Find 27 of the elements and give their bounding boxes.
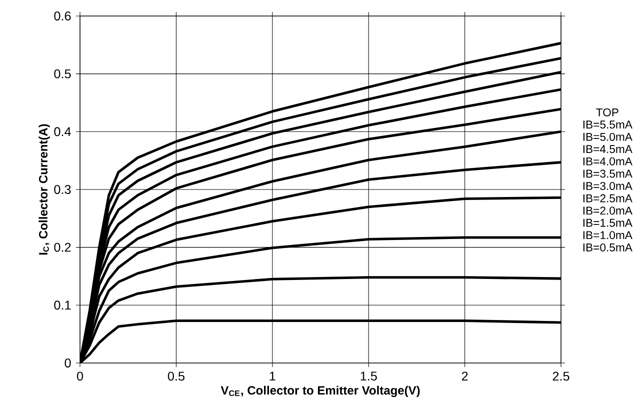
y-tick-label: 0.4	[54, 127, 71, 136]
y-tick-label: 0	[64, 358, 71, 368]
y-tick-label: 0.5	[54, 69, 71, 78]
y-axis-title: I$_{C}$, Collector Current(A)	[38, 124, 50, 255]
legend-label: IB=5.5mA	[583, 120, 632, 129]
y-tick-label: 0.2	[54, 242, 71, 252]
text: IB=1.0mA	[583, 231, 632, 240]
text: IB=2.0mA	[583, 206, 632, 215]
x-tick-label: 0.5	[168, 372, 184, 381]
text: IB=1.5mA	[583, 218, 632, 227]
y-tick-label: 0.3	[54, 185, 71, 194]
legend-title: TOP	[596, 108, 618, 116]
text: IB=2.5mA	[583, 194, 632, 202]
text: IB=3.5mA	[583, 170, 632, 178]
text: IB=4.0mA	[583, 157, 632, 166]
x-tick-label: 2	[462, 372, 468, 381]
legend-label: IB=3.0mA	[583, 182, 632, 190]
legend-label: IB=0.5mA	[583, 243, 632, 252]
text: IB=4.5mA	[583, 145, 632, 154]
x-axis-title: V$_{CE}$, Collector to Emitter Voltage(V)	[220, 386, 420, 398]
x-tick-label: 1.5	[360, 372, 377, 381]
text: IB=5.0mA	[583, 132, 632, 141]
x-tick-label: 2.5	[552, 372, 570, 381]
y-tick-label: 0.6	[54, 12, 71, 20]
x-tick-label: 1	[270, 372, 276, 380]
x-tick-label: 0	[76, 372, 84, 381]
y-tick-label: 0.1	[54, 300, 71, 310]
